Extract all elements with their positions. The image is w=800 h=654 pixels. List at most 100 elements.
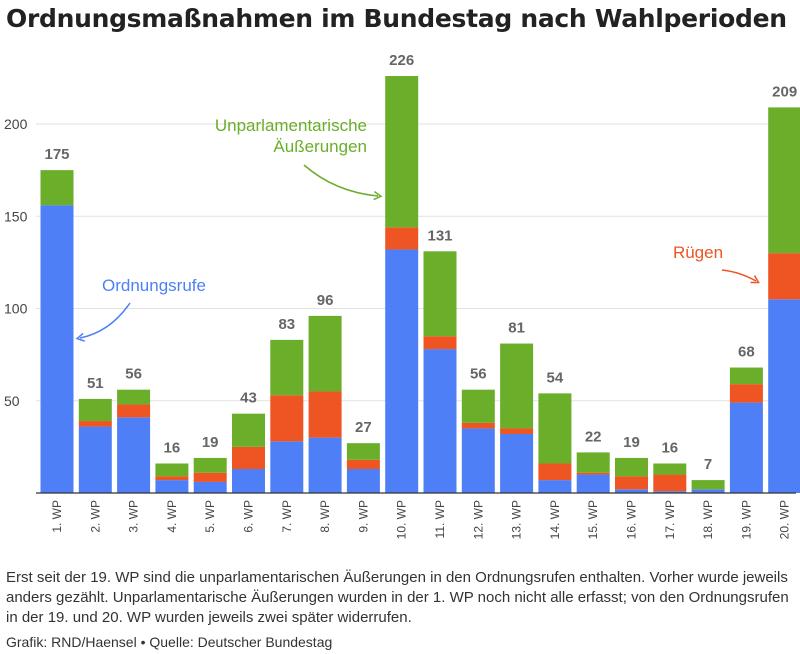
bar-total-label: 16 [164,439,181,456]
y-tick-label: 200 [4,116,28,132]
stacked-bar-chart: 50 100 150 200 175 51 56 16 19 43 83 96 27 226 131 56 8… [4,52,800,539]
bar-total-label: 27 [355,419,372,436]
annotation-unparlamentarisch-arrow [303,164,383,201]
bar-segment-unparlamentarisch [232,413,265,447]
chart-source: Grafik: RND/Haensel • Quelle: Deutscher … [6,634,333,650]
bar-segment-ruegen [385,227,419,250]
bar-segment-ordnungsrufe [538,480,572,493]
bar-segment-unparlamentarisch [729,367,763,385]
bar-segment-unparlamentarisch [346,443,380,460]
bar-segment-ordnungsrufe [615,489,648,493]
bar-segment-ruegen [308,391,342,438]
x-category-label: 1. WP [50,500,64,533]
bar-segment-ordnungsrufe [500,433,534,493]
bar-total-label: 96 [317,292,334,309]
x-category-label: 3. WP [127,500,141,533]
bar-segment-ordnungsrufe [40,205,74,493]
bar-segment-ordnungsrufe [729,402,763,493]
x-category-label: 9. WP [356,500,370,533]
annotation-ordnungsrufe-arrow [75,302,131,342]
bar-total-label: 56 [470,366,487,383]
x-category-label: 14. WP [548,500,562,539]
bar-segment-unparlamentarisch [193,457,227,473]
bar-segment-ordnungsrufe [653,491,687,493]
bar-segment-unparlamentarisch [308,315,342,392]
bar-segment-ordnungsrufe [768,299,800,493]
bar-total-label: 226 [389,52,414,69]
bar-segment-ordnungsrufe [308,437,342,493]
bar-segment-ordnungsrufe [346,469,380,493]
y-tick-label: 150 [4,208,28,224]
bar-segment-ordnungsrufe [691,489,725,493]
x-category-label: 11. WP [433,500,447,538]
bar-segment-ordnungsrufe [461,428,495,493]
chart-note: Erst seit der 19. WP sind die unparlamen… [6,569,789,626]
bar-total-label: 51 [87,375,104,392]
annotations: Ordnungsrufe Unparlamentarische Äußerung… [75,116,760,342]
x-category-label: 5. WP [203,500,217,533]
bar-segment-unparlamentarisch [615,457,648,477]
chart-title: Ordnungsmaßnahmen im Bundestag nach Wahl… [6,4,787,33]
x-category-label: 2. WP [88,500,102,533]
bar-segment-ordnungsrufe [385,249,419,493]
x-category-label: 8. WP [318,500,332,533]
y-tick-label: 100 [4,301,28,317]
bar-segment-ruegen [270,395,304,442]
bar-segment-ruegen [729,384,763,403]
bar-segment-unparlamentarisch [538,393,572,464]
bar-segment-ordnungsrufe [270,441,304,493]
bar-segment-unparlamentarisch [768,107,800,254]
bar-segment-ruegen [768,253,800,300]
bar-total-label: 22 [585,428,602,445]
annotation-ruegen: Rügen [673,243,723,262]
bar-total-label: 83 [278,316,295,333]
y-tick-label: 50 [4,393,20,409]
bar-segment-ruegen [461,422,495,429]
bar-segment-unparlamentarisch [576,452,610,473]
bar-segment-ruegen [538,463,572,481]
bars [40,76,800,493]
annotation-ruegen-arrow [721,269,760,284]
bar-segment-ruegen [346,459,380,470]
bar-total-label: 54 [547,369,564,386]
x-category-label: 6. WP [242,500,256,533]
bar-segment-ordnungsrufe [155,480,189,493]
bar-total-label: 209 [772,83,797,100]
bar-total-label: 56 [125,366,142,383]
x-category-label: 15. WP [586,500,600,539]
bar-segment-ruegen [423,336,457,350]
bar-segment-ordnungsrufe [117,417,151,493]
x-axis-labels: 1. WP 2. WP 3. WP 4. WP 5. WP 6. WP 7. WP 8. WP… [50,500,792,539]
bar-segment-unparlamentarisch [385,76,419,228]
bar-segment-unparlamentarisch [653,463,687,475]
annotation-unparlamentarisch-line2: Äußerungen [273,137,367,156]
bar-total-label: 7 [704,456,712,473]
bar-segment-ruegen [615,476,648,490]
x-category-label: 10. WP [395,500,409,539]
x-category-label: 16. WP [625,500,639,539]
bar-segment-ruegen [117,404,151,418]
bar-segment-ordnungsrufe [423,349,457,493]
bar-total-label: 175 [44,146,69,163]
x-category-label: 18. WP [701,500,715,539]
bar-segment-unparlamentarisch [691,480,725,490]
bar-total-label: 19 [623,434,640,451]
x-category-label: 19. WP [739,500,753,539]
bar-segment-unparlamentarisch [78,398,112,422]
x-category-label: 20. WP [778,500,792,539]
bar-segment-unparlamentarisch [500,343,534,429]
bar-segment-ordnungsrufe [193,481,227,493]
x-category-label: 4. WP [165,500,179,533]
bar-total-label: 16 [661,439,678,456]
x-category-label: 7. WP [280,500,294,533]
bar-total-label: 68 [738,344,755,361]
x-category-label: 13. WP [510,500,524,539]
bar-segment-unparlamentarisch [40,170,74,206]
bar-total-label: 81 [508,320,525,337]
annotation-ordnungsrufe: Ordnungsrufe [102,276,206,295]
bar-segment-unparlamentarisch [155,463,189,477]
bar-segment-unparlamentarisch [461,389,495,423]
bar-segment-ruegen [653,474,687,492]
bar-segment-unparlamentarisch [423,251,457,337]
